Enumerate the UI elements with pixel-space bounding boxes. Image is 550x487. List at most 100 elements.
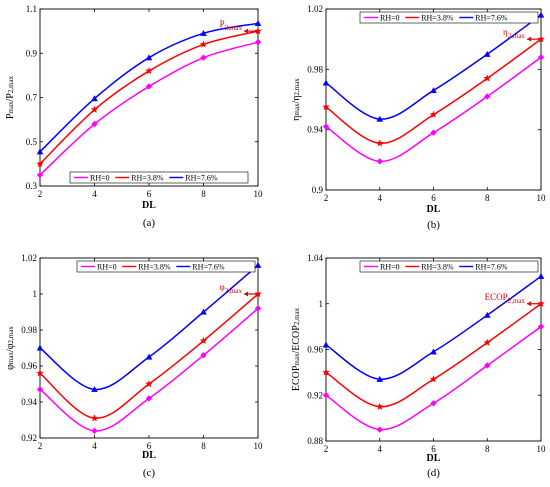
x-tick-label: 6 xyxy=(431,444,436,454)
legend-entry: RH=3.8% xyxy=(421,14,454,23)
data-point-diamond xyxy=(200,351,207,359)
legend: RH=0 RH=3.8% RH=7.6% xyxy=(359,260,539,273)
y-tick-label: 1.1 xyxy=(26,4,37,14)
data-point-star xyxy=(254,290,262,298)
annotation-main: P xyxy=(220,19,225,29)
series-line-3 xyxy=(39,264,259,391)
legend-box xyxy=(359,260,539,273)
x-tick-label: 4 xyxy=(378,193,383,203)
y-tick-label: 0.98 xyxy=(21,325,37,335)
y-tick-label: 1.02 xyxy=(307,4,323,14)
data-point-diamond xyxy=(430,399,437,407)
chart-panel-1: 2 4 6 8 100.30.50.70.91.1DLPmax/P2,max(a)P2,… xyxy=(5,4,263,229)
y-label-subscript: max xyxy=(293,103,301,116)
x-tick-label: 6 xyxy=(431,193,436,203)
panel-label: (b) xyxy=(427,219,440,231)
chart-panel-4: 2 4 6 8 100.880.920.9611.04DLECOPmax/ECOP2,m… xyxy=(291,253,546,479)
data-point-triangle xyxy=(483,50,491,57)
annotation-subscript: 2,max xyxy=(225,287,243,295)
y-label-part: φ xyxy=(5,364,16,370)
data-point-diamond xyxy=(483,362,491,369)
data-point-diamond xyxy=(36,171,44,179)
data-point-star xyxy=(36,369,44,377)
annotation-label: η2,max xyxy=(503,27,526,40)
data-point-star xyxy=(322,103,330,111)
annotation: φ2,max xyxy=(219,282,256,297)
data-point-diamond xyxy=(376,426,384,433)
legend-entry: RH=0 xyxy=(380,263,400,272)
data-point-triangle xyxy=(376,115,384,122)
x-tick-label: 2 xyxy=(38,189,43,199)
data-point-diamond xyxy=(483,93,491,100)
y-tick-label: 0.94 xyxy=(307,125,323,135)
legend-entry: RH=7.6% xyxy=(185,174,218,183)
chart-panel-3: 2 4 6 8 100.920.940.960.9811.02DLφmax/φ2,max… xyxy=(5,253,263,479)
panel-label: (c) xyxy=(143,467,156,479)
x-tick-label: 2 xyxy=(324,444,329,454)
data-point-diamond xyxy=(145,395,153,402)
y-axis-label: ηmax/η2,max xyxy=(291,78,302,121)
data-point-diamond xyxy=(322,391,330,399)
annotation: η2,max xyxy=(503,27,539,42)
legend: RH=0 RH=3.8% RH=7.6% xyxy=(359,11,539,24)
data-point-triangle xyxy=(36,148,44,155)
chart-panel-2: 2 4 6 8 100.90.940.981.02DLηmax/η2,max(b)η2,… xyxy=(291,4,546,231)
annotation-label: φ2,max xyxy=(219,282,242,295)
y-label-subscript: 2,max xyxy=(293,78,301,96)
x-tick-label: 10 xyxy=(254,441,264,451)
data-point-star xyxy=(145,380,153,388)
y-label-part: /ECOP xyxy=(291,325,302,354)
y-label-subscript: max xyxy=(7,352,15,365)
data-point-diamond xyxy=(254,305,262,312)
x-tick-label: 10 xyxy=(537,444,547,454)
annotation-label: P2,max xyxy=(220,19,243,32)
data-point-triangle xyxy=(430,87,437,94)
annotation-arrowhead xyxy=(244,291,248,297)
y-tick-label: 1.04 xyxy=(307,253,323,263)
data-point-diamond xyxy=(430,129,437,136)
y-tick-label: 0.92 xyxy=(21,433,37,443)
x-tick-label: 2 xyxy=(38,441,43,451)
data-point-triangle xyxy=(537,272,545,279)
data-point-star xyxy=(375,139,384,147)
annotation-subscript: 2,max xyxy=(508,297,526,305)
data-point-triangle xyxy=(322,79,330,86)
y-tick-label: 0.92 xyxy=(307,390,323,400)
annotation-main: η xyxy=(503,27,508,37)
data-point-triangle xyxy=(145,353,153,360)
data-point-diamond xyxy=(145,83,153,90)
x-axis-label: DL xyxy=(142,450,156,461)
data-point-star xyxy=(322,368,330,376)
data-point-triangle xyxy=(254,261,262,268)
data-point-star xyxy=(537,299,545,307)
data-point-triangle xyxy=(537,11,545,18)
data-point-star xyxy=(145,66,153,75)
panel-label: (a) xyxy=(143,217,156,229)
y-tick-label: 0.9 xyxy=(312,185,324,195)
data-point-diamond xyxy=(254,38,262,46)
x-tick-label: 8 xyxy=(485,444,490,454)
x-tick-label: 10 xyxy=(254,189,264,199)
data-point-star xyxy=(429,110,438,118)
data-point-diamond xyxy=(537,323,545,330)
legend-box xyxy=(76,260,256,273)
x-axis-label: DL xyxy=(142,200,156,211)
y-label-part: /η xyxy=(291,96,302,104)
data-point-triangle xyxy=(376,375,384,382)
data-point-star xyxy=(537,35,545,43)
legend-entry: RH=3.8% xyxy=(131,174,164,183)
annotation-subscript: 2,max xyxy=(508,32,526,40)
data-point-diamond xyxy=(91,427,98,435)
data-point-triangle xyxy=(36,344,44,351)
y-label-subscript: max xyxy=(7,101,15,114)
x-tick-label: 8 xyxy=(485,193,490,203)
y-tick-label: 0.98 xyxy=(307,64,323,74)
x-axis-label: DL xyxy=(427,453,441,464)
legend-entry: RH=0 xyxy=(90,174,110,183)
data-point-triangle xyxy=(483,311,491,318)
x-tick-label: 4 xyxy=(378,444,383,454)
y-tick-label: 0.7 xyxy=(26,93,38,103)
legend-entry: RH=7.6% xyxy=(475,263,508,272)
panel-label: (d) xyxy=(427,467,440,479)
